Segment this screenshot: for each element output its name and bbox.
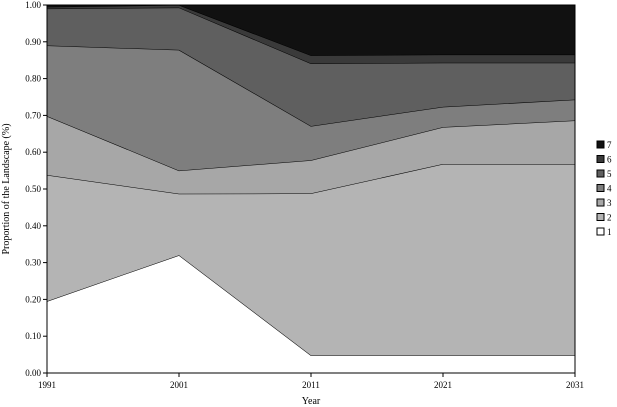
area-series-4 [47, 45, 575, 171]
legend-label-3: 3 [607, 198, 612, 208]
y-tick-label: 0.90 [25, 37, 41, 47]
y-tick-label: 0.80 [25, 74, 41, 84]
x-axis-title: Year [302, 396, 321, 407]
x-tick-label: 1991 [38, 380, 56, 390]
area-series-6 [47, 5, 575, 64]
legend-label-7: 7 [607, 140, 612, 150]
legend-label-2: 2 [607, 213, 612, 223]
area-series-group [46, 4, 576, 373]
legend-swatch-1 [596, 227, 605, 236]
y-tick-label: 1.00 [25, 0, 41, 10]
area-series-2 [47, 163, 575, 356]
y-tick-label: 0.30 [25, 258, 41, 268]
legend-swatch-3 [596, 198, 605, 207]
x-tick-group: 1991 2001 2011 2021 2031 [38, 373, 584, 390]
x-tick-label: 2001 [170, 380, 188, 390]
y-tick-label: 0.20 [25, 294, 41, 304]
legend-swatch-2 [596, 213, 605, 221]
area-series-7 [47, 5, 575, 56]
legend-label-1: 1 [607, 227, 612, 237]
y-tick-label: 0.40 [25, 221, 41, 231]
legend-swatch-6 [596, 155, 605, 163]
legend-swatch-5 [596, 169, 605, 178]
x-tick-label: 2031 [566, 380, 584, 390]
legend-swatch-4 [596, 184, 605, 192]
area-series-1 [47, 255, 575, 373]
y-tick-label: 0.70 [25, 110, 41, 120]
x-tick-label: 2021 [434, 380, 452, 390]
legend-label-6: 6 [607, 155, 612, 165]
area-series-5 [47, 7, 575, 127]
y-tick-label: 0.50 [25, 184, 41, 194]
y-tick-label: 0.60 [25, 147, 41, 157]
y-tick-label: 0.00 [25, 368, 41, 378]
x-tick-label: 2011 [302, 380, 320, 390]
legend: 7 6 5 4 3 2 1 [596, 140, 612, 237]
legend-label-5: 5 [607, 169, 612, 179]
y-tick-group: 0.00 0.10 0.20 0.30 0.40 0.50 0.60 0.70 0.80 0.90… [25, 0, 47, 378]
area-series-3 [47, 116, 575, 194]
y-tick-label: 0.10 [25, 331, 41, 341]
legend-swatch-7 [596, 140, 605, 149]
y-axis-title: Proportion of the Landscape (%) [1, 123, 12, 254]
legend-label-4: 4 [607, 184, 612, 194]
